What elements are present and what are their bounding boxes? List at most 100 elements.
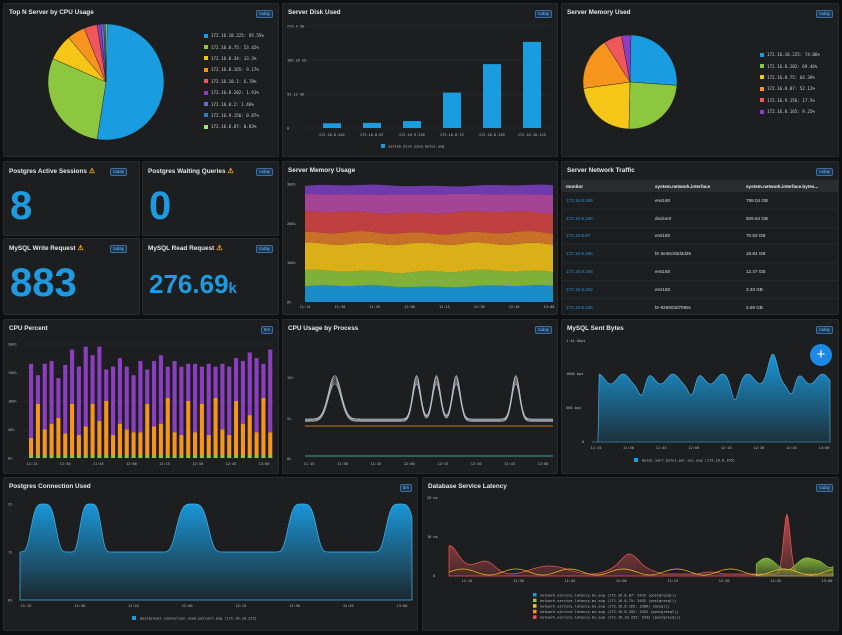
table-row[interactable]: 172.16.8.202 ens160 3.33 GB <box>562 281 838 299</box>
cpu-bar-segment[interactable] <box>70 403 75 455</box>
time-badge[interactable]: today <box>256 168 273 176</box>
memory-area-layer[interactable] <box>305 210 553 235</box>
cpu-bar-segment[interactable] <box>268 349 273 433</box>
cpu-bar-segment[interactable] <box>213 366 218 398</box>
cpu-bar-segment[interactable] <box>111 435 116 455</box>
cpu-bar-segment[interactable] <box>234 358 239 401</box>
table-row[interactable]: 172.16.8.165 br-926903d7068c 2.69 GB <box>562 299 838 314</box>
cpu-bar-segment[interactable] <box>179 366 184 436</box>
cpu-bar-segment[interactable] <box>152 360 157 427</box>
cpu-bar-segment[interactable] <box>42 363 47 430</box>
legend-item[interactable]: 172.16.8.75: 53.42% <box>204 41 264 52</box>
cpu-bar-segment[interactable] <box>172 455 177 458</box>
cpu-bar-segment[interactable] <box>117 358 122 424</box>
time-badge[interactable]: today <box>816 10 833 18</box>
disk-bar[interactable] <box>403 121 421 128</box>
latency-line[interactable] <box>448 568 834 576</box>
cpu-bar-segment[interactable] <box>193 455 198 458</box>
column-header[interactable]: monitor <box>566 183 584 189</box>
monitor-link[interactable]: 172.16.8.165 <box>566 197 593 203</box>
cpu-bar-segment[interactable] <box>152 426 157 456</box>
monitor-link[interactable]: 172.16.8.87 <box>566 233 591 239</box>
cpu-bar-segment[interactable] <box>199 455 204 458</box>
cpu-bar-segment[interactable] <box>206 435 211 455</box>
disk-bar[interactable] <box>483 64 501 128</box>
cpu-bar-segment[interactable] <box>83 426 88 456</box>
cpu-bar-segment[interactable] <box>268 455 273 458</box>
cpu-bar-segment[interactable] <box>206 455 211 458</box>
table-row[interactable]: 172.16.8.87 ens160 70.83 GB <box>562 228 838 246</box>
warning-icon[interactable]: ⚠ <box>77 245 84 252</box>
cpu-bar-segment[interactable] <box>261 363 266 398</box>
cpu-bar-segment[interactable] <box>131 432 136 455</box>
cpu-bar-segment[interactable] <box>131 455 136 458</box>
memory-area-layer[interactable] <box>305 269 553 288</box>
cpu-bar-segment[interactable] <box>35 455 40 458</box>
monitor-link[interactable]: 172.16.9.156 <box>566 269 593 275</box>
disk-bar[interactable] <box>443 92 461 128</box>
time-badge[interactable]: today <box>816 484 833 492</box>
cpu-bar-segment[interactable] <box>247 415 252 455</box>
cpu-bar-segment[interactable] <box>199 403 204 455</box>
column-header[interactable]: system.network.interface.bytes... <box>746 183 819 189</box>
monitor-link[interactable]: 172.16.8.165 <box>566 251 593 257</box>
cpu-bar-segment[interactable] <box>247 455 252 458</box>
cpu-bar-segment[interactable] <box>63 364 68 434</box>
cpu-bar-segment[interactable] <box>138 455 143 458</box>
legend-item[interactable]: 172.16.8.165: 9.25% <box>760 106 820 117</box>
cpu-bar-segment[interactable] <box>261 455 266 458</box>
cpu-bar-segment[interactable] <box>97 346 102 421</box>
cpu-bar-segment[interactable] <box>131 375 136 433</box>
memory-area-layer[interactable] <box>305 184 553 195</box>
cpu-bar-segment[interactable] <box>29 363 34 438</box>
cpu-bar-segment[interactable] <box>145 369 150 404</box>
cpu-bar-segment[interactable] <box>254 432 259 455</box>
cpu-bar-segment[interactable] <box>90 455 95 458</box>
column-header[interactable]: system.network.interface <box>655 183 711 189</box>
sent-bytes-area[interactable] <box>592 353 831 443</box>
cpu-bar-segment[interactable] <box>83 455 88 458</box>
cpu-bar-segment[interactable] <box>145 403 150 455</box>
cpu-bar-segment[interactable] <box>97 420 102 455</box>
cpu-bar-segment[interactable] <box>247 352 252 416</box>
legend-item[interactable]: 172.16.8.87: 0.83% <box>204 121 264 132</box>
legend-item[interactable]: 172.16.10.225: 74.06% <box>760 49 820 60</box>
legend-item[interactable]: 172.16.8.75: 64.39% <box>760 72 820 83</box>
time-badge[interactable]: today <box>256 245 273 253</box>
cpu-bar-segment[interactable] <box>165 455 170 458</box>
cpu-bar-segment[interactable] <box>261 398 266 455</box>
memory-area-layer[interactable] <box>305 285 553 302</box>
cpu-bar-segment[interactable] <box>172 360 177 433</box>
legend-item[interactable]: 172.16.8.34: 13.3% <box>204 53 264 64</box>
cpu-bar-segment[interactable] <box>104 455 109 458</box>
cpu-bar-segment[interactable] <box>240 423 245 455</box>
cpu-bar-segment[interactable] <box>63 433 68 455</box>
memory-area-layer[interactable] <box>305 242 553 274</box>
cpu-bar-segment[interactable] <box>145 455 150 458</box>
connection-area[interactable] <box>19 503 413 601</box>
memory-area-layer[interactable] <box>305 230 553 246</box>
cpu-bar-segment[interactable] <box>268 432 273 455</box>
cpu-bar-segment[interactable] <box>35 403 40 455</box>
time-badge[interactable]: 5m <box>260 326 273 334</box>
pie-slice[interactable] <box>582 42 631 89</box>
monitor-link[interactable]: 172.16.8.165 <box>566 215 593 221</box>
cpu-bar-segment[interactable] <box>42 429 47 455</box>
pie-slice[interactable] <box>621 34 632 83</box>
pie-slice[interactable] <box>47 58 107 140</box>
cpu-bar-segment[interactable] <box>56 378 61 418</box>
cpu-bar-segment[interactable] <box>213 398 218 455</box>
cpu-bar-segment[interactable] <box>124 455 129 458</box>
cpu-bar-segment[interactable] <box>138 432 143 455</box>
warning-icon[interactable]: ⚠ <box>227 168 234 175</box>
time-badge[interactable]: 5m <box>399 484 412 492</box>
cpu-bar-segment[interactable] <box>97 455 102 458</box>
time-badge[interactable]: today <box>256 10 273 18</box>
cpu-bar-segment[interactable] <box>227 455 232 458</box>
time-badge[interactable]: today <box>535 10 552 18</box>
cpu-bar-segment[interactable] <box>49 360 54 424</box>
pie-slice[interactable] <box>629 34 678 86</box>
monitor-link[interactable]: 172.16.8.165 <box>566 304 593 310</box>
legend-item[interactable]: 172.16.9.156: 0.87% <box>204 110 264 121</box>
warning-icon[interactable]: ⚠ <box>88 168 96 175</box>
